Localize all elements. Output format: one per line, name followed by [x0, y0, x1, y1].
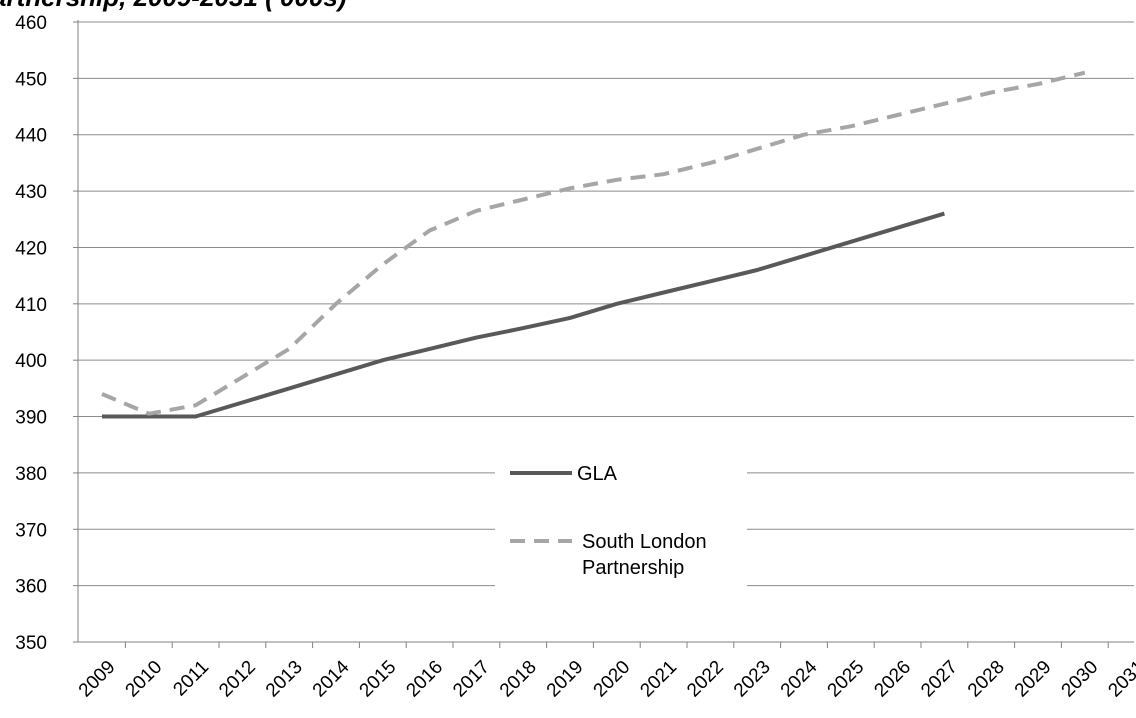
x-tick-label: 2021 — [636, 657, 681, 702]
legend-label-gla: GLA — [577, 463, 618, 485]
x-tick-label: 2023 — [730, 657, 775, 702]
y-tick-label: 360 — [15, 577, 47, 598]
series-line-gla — [102, 211, 945, 419]
y-tick-label: 430 — [15, 182, 47, 203]
x-tick-label: 2016 — [402, 657, 447, 702]
x-tick-label: 2011 — [169, 657, 213, 701]
legend-label-south-london-line2: Partnership — [582, 557, 684, 579]
x-tick-label: 2012 — [215, 657, 260, 702]
y-tick-label: 350 — [15, 633, 47, 654]
y-tick-label: 440 — [15, 126, 47, 147]
y-tick-label: 390 — [15, 408, 47, 429]
y-tick-label: 410 — [15, 295, 47, 316]
y-tick-label: 380 — [15, 464, 47, 485]
y-tick-label: 450 — [15, 69, 47, 90]
x-tick-label: 2030 — [1058, 657, 1103, 702]
legend: GLA South London Partnership — [495, 450, 747, 588]
series-lines — [101, 70, 1086, 419]
x-tick-label: 2026 — [870, 657, 915, 702]
x-tick-label: 2014 — [309, 656, 354, 701]
x-tick-label: 2010 — [122, 657, 167, 702]
y-axis-tick-labels: 350 360 370 380 390 400 410 420 430 440 450 460 — [15, 13, 47, 654]
x-tick-label: 2024 — [777, 656, 822, 701]
x-tick-label: 2025 — [824, 657, 869, 702]
x-tick-label: 2029 — [1011, 657, 1056, 702]
x-tick-label: 2022 — [683, 657, 728, 702]
x-axis-tick-labels: 2009 2010 2011 2012 2013 2014 2015 2016 2017 2018… — [75, 656, 1136, 701]
x-tick-label: 2019 — [543, 657, 588, 702]
gridlines — [78, 21, 1134, 587]
x-tick-label: 2031 — [1104, 657, 1136, 702]
x-tick-label: 2013 — [262, 657, 307, 702]
x-tick-label: 2027 — [917, 657, 962, 702]
y-tick-label: 420 — [15, 238, 47, 259]
x-tick-label: 2018 — [496, 657, 541, 702]
x-tick-label: 2017 — [449, 657, 494, 702]
x-tick-label: 2015 — [356, 657, 401, 702]
y-tick-label: 370 — [15, 520, 47, 541]
y-tick-label: 400 — [15, 351, 47, 372]
x-tick-label: 2009 — [75, 657, 120, 702]
legend-label-south-london-line1: South London — [582, 531, 707, 553]
chart-title-fragment: artnership, 2009-2031 ('000s) — [0, 0, 347, 12]
axes — [73, 20, 1134, 648]
y-tick-label: 460 — [15, 13, 47, 34]
x-tick-label: 2028 — [964, 657, 1009, 702]
x-tick-label: 2020 — [590, 657, 635, 702]
series-line-south-london-partnership — [101, 70, 1086, 416]
